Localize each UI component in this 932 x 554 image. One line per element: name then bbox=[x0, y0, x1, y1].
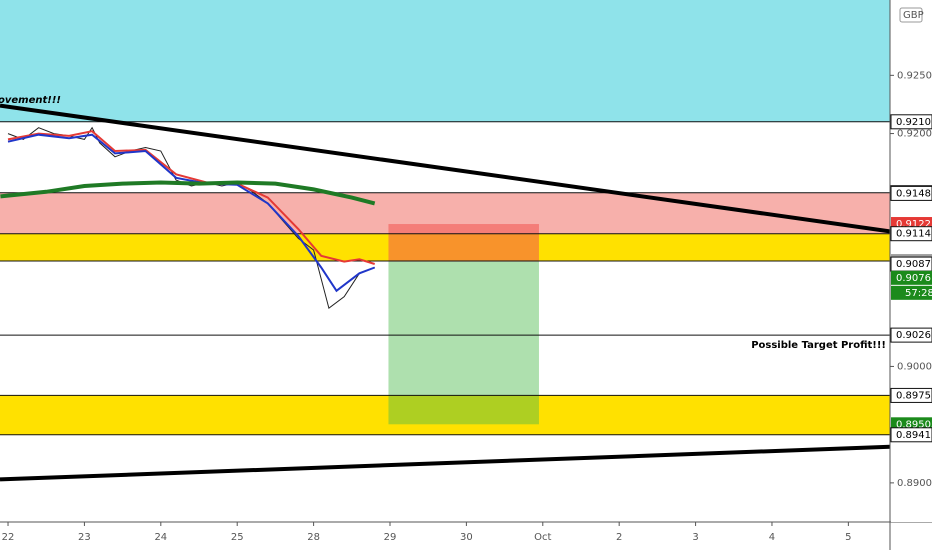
level-label-bg bbox=[890, 226, 932, 242]
x-tick-label: 25 bbox=[231, 532, 244, 543]
x-tick-label: 28 bbox=[307, 532, 320, 543]
series-line bbox=[0, 180, 376, 206]
countdown-bg bbox=[891, 285, 932, 300]
currency: GBP bbox=[903, 10, 924, 21]
x-tick-label: 29 bbox=[384, 532, 397, 543]
trendline bbox=[0, 103, 891, 234]
level-label: 0.90761 bbox=[896, 273, 932, 284]
level-label: 0.92101 bbox=[896, 117, 932, 128]
plot-area: ovement!!! Possible Target Profit!!! bbox=[0, 0, 891, 482]
x-tick-label: 2 bbox=[616, 532, 622, 543]
x-tick-label: 5 bbox=[845, 532, 851, 543]
annotation: Possible Target Profit!!! bbox=[751, 340, 886, 351]
level-label-bg bbox=[890, 387, 932, 403]
level-label-bg bbox=[890, 185, 932, 201]
level-label-bg bbox=[891, 270, 932, 285]
level-label: 0.90269 bbox=[896, 330, 932, 341]
level-label: 0.91486 bbox=[896, 188, 932, 199]
countdown: 57:28 bbox=[905, 288, 932, 299]
x-tick-label: 24 bbox=[154, 532, 167, 543]
x-tick-label: 23 bbox=[78, 532, 91, 543]
x-tick-label: Oct bbox=[534, 532, 551, 543]
level-label: 0.89751 bbox=[896, 390, 932, 401]
currency-box bbox=[899, 7, 923, 23]
target-zone bbox=[388, 261, 539, 425]
zone bbox=[0, 395, 890, 435]
x-tick-label: 3 bbox=[692, 532, 698, 543]
zone bbox=[0, 0, 890, 122]
level-label-bg bbox=[890, 427, 932, 443]
level-label-bg bbox=[890, 114, 932, 130]
x-tick-label: 4 bbox=[769, 532, 775, 543]
level-label: 0.91223 bbox=[896, 219, 932, 230]
level-label: 0.89413 bbox=[896, 430, 932, 441]
stop-zone bbox=[388, 224, 539, 262]
level-label-bg bbox=[890, 327, 932, 343]
level-label: 0.90879 bbox=[896, 259, 932, 270]
x-tick-label: 22 bbox=[2, 532, 15, 543]
annotation: ovement!!! bbox=[0, 95, 61, 106]
trendline bbox=[0, 444, 891, 482]
level-label: 0.89503 bbox=[896, 419, 932, 430]
x-tick-label: 30 bbox=[460, 532, 473, 543]
